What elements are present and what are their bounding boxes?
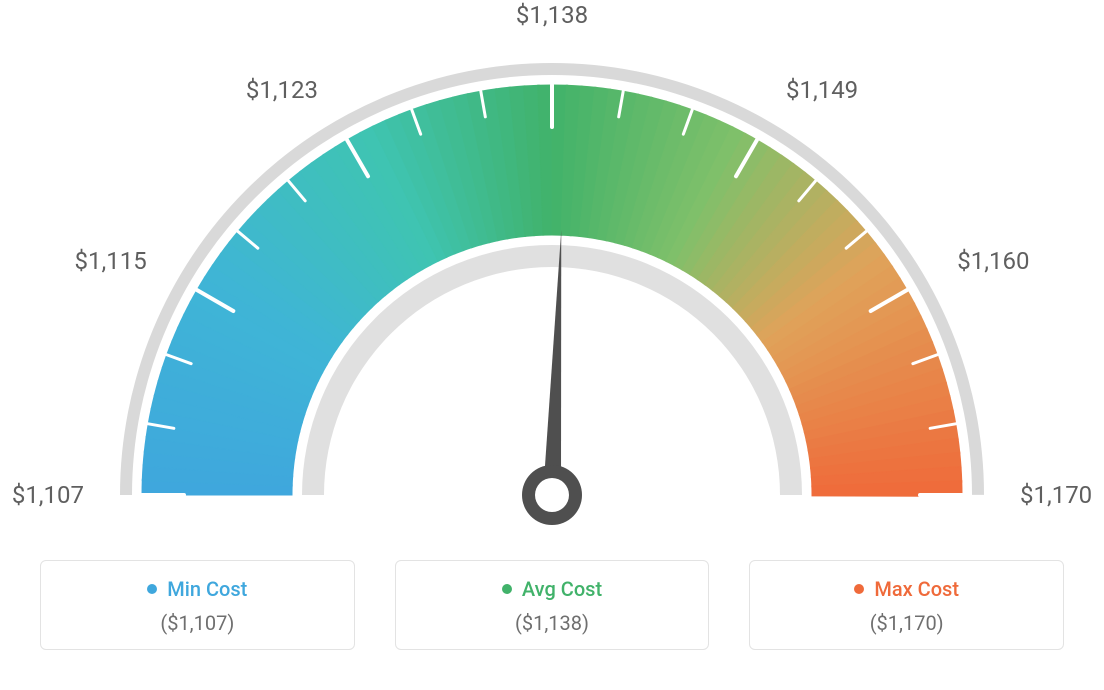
legend-card-avg: Avg Cost ($1,138): [395, 560, 710, 650]
gauge-tick-label: $1,160: [957, 247, 1037, 275]
gauge-tick-label: $1,107: [4, 481, 84, 509]
gauge-tick-label: $1,149: [786, 76, 866, 104]
legend-dot-max: [854, 584, 864, 594]
gauge-chart: $1,107 $1,115 $1,123 $1,138 $1,149 $1,160 $1,1…: [0, 0, 1104, 560]
legend-label-max: Max Cost: [874, 577, 959, 601]
legend-value-min: ($1,107): [53, 611, 342, 635]
legend-value-avg: ($1,138): [408, 611, 697, 635]
gauge-tick-label: $1,138: [512, 1, 592, 29]
gauge-tick-label: $1,123: [238, 76, 318, 104]
gauge-tick-label: $1,115: [67, 247, 147, 275]
legend-label-min: Min Cost: [167, 577, 247, 601]
legend-value-max: ($1,170): [762, 611, 1051, 635]
legend-title-max: Max Cost: [854, 577, 959, 601]
legend-dot-min: [147, 584, 157, 594]
legend-card-max: Max Cost ($1,170): [749, 560, 1064, 650]
legend-title-avg: Avg Cost: [502, 577, 602, 601]
gauge-svg: [0, 0, 1104, 560]
legend-label-avg: Avg Cost: [522, 577, 602, 601]
gauge-tick-label: $1,170: [1020, 481, 1100, 509]
legend-row: Min Cost ($1,107) Avg Cost ($1,138) Max …: [0, 560, 1104, 650]
legend-card-min: Min Cost ($1,107): [40, 560, 355, 650]
legend-title-min: Min Cost: [147, 577, 247, 601]
legend-dot-avg: [502, 584, 512, 594]
